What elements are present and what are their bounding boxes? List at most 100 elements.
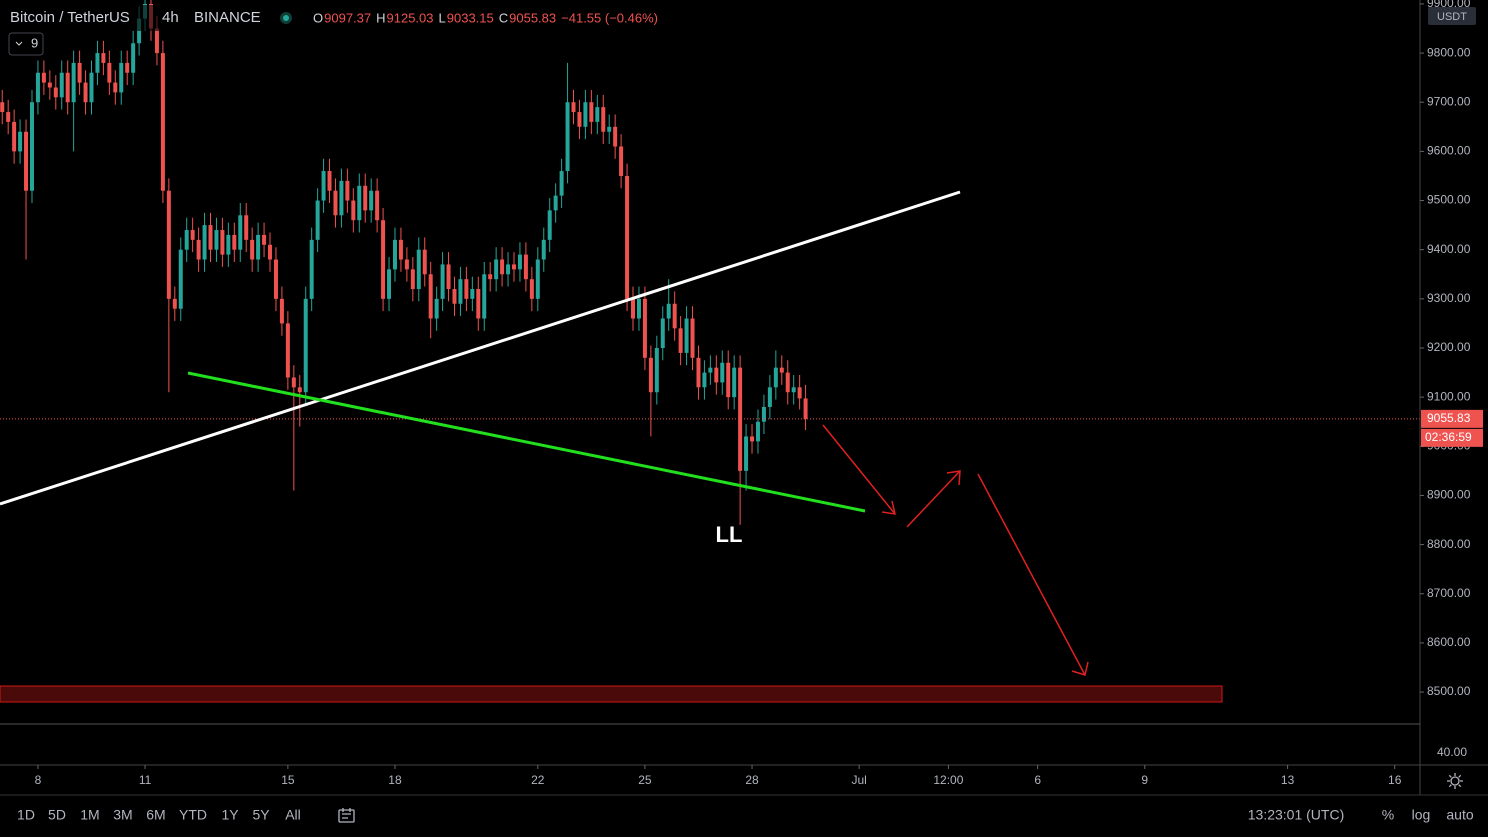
y-tick-label: 8600.00 <box>1427 635 1471 649</box>
candle-body <box>226 234 231 255</box>
candle-body <box>238 215 243 250</box>
candle-body <box>172 298 177 309</box>
candle-body <box>434 298 439 319</box>
range-button[interactable]: 5D <box>48 807 66 823</box>
candle-body <box>797 387 802 399</box>
trend-line <box>187 371 866 513</box>
ohlc-key: H <box>376 10 385 25</box>
candle-body <box>321 171 326 201</box>
candle-body <box>523 254 528 280</box>
candle-body <box>446 264 451 290</box>
candle-body <box>279 298 284 324</box>
candle-body <box>166 190 171 299</box>
candle-body <box>559 171 564 196</box>
candle-body <box>440 264 445 299</box>
candle-body <box>262 234 267 245</box>
y-tick-label: 9100.00 <box>1427 389 1471 403</box>
candle-body <box>404 259 409 270</box>
candle-body <box>101 53 106 63</box>
clock: 13:23:01 (UTC) <box>1248 807 1344 823</box>
last-price-badge <box>1421 409 1483 428</box>
candle-body <box>89 72 94 103</box>
candle-body <box>482 274 487 319</box>
arrow <box>822 424 896 515</box>
candle-body <box>744 436 749 471</box>
x-tick-label: 25 <box>638 773 652 787</box>
candle-body <box>220 230 225 255</box>
candle-body <box>648 357 653 393</box>
candle-body <box>190 230 195 240</box>
candle-body <box>387 269 392 299</box>
candle-body <box>160 53 165 191</box>
candle-body <box>506 264 511 275</box>
candle-body <box>107 62 112 83</box>
candle-body <box>392 239 397 270</box>
scale-option[interactable]: log <box>1412 807 1431 823</box>
candle-body <box>6 112 11 122</box>
ohlc-value: 9097.37 <box>324 10 371 25</box>
range-button[interactable]: YTD <box>179 807 207 823</box>
candle-body <box>357 185 362 221</box>
range-button[interactable]: 1D <box>17 807 35 823</box>
candle-body <box>327 171 332 191</box>
y-tick-label: 8700.00 <box>1427 586 1471 600</box>
candle-body <box>18 131 23 152</box>
candle-body <box>660 318 665 348</box>
toolbar: 1D 5D 1M 3M 6M YTD 1Y 5Y All 13:23:01 (UTC)% log au… <box>17 807 1474 823</box>
range-button[interactable]: 6M <box>146 807 165 823</box>
candle-body <box>571 102 576 113</box>
scale-option[interactable]: % <box>1382 807 1394 823</box>
icon-part <box>342 808 351 819</box>
date-range-icon[interactable] <box>338 808 355 823</box>
candle-body <box>625 175 630 299</box>
support-zone <box>0 685 1223 703</box>
candle-body <box>285 323 290 378</box>
candle-body <box>464 279 469 299</box>
candle-body <box>636 298 641 319</box>
candle-body <box>613 126 618 147</box>
candle-body <box>500 259 505 275</box>
candle-body <box>268 244 273 260</box>
settings-icon[interactable] <box>1447 773 1463 789</box>
x-tick-label: 18 <box>388 773 402 787</box>
candle-body <box>178 249 183 309</box>
candle-body <box>553 195 558 211</box>
candle-body <box>410 269 415 290</box>
countdown-badge <box>1421 428 1483 447</box>
candle-body <box>273 259 278 299</box>
ohlc-key: C <box>499 10 508 25</box>
range-button[interactable]: All <box>285 807 301 823</box>
range-button[interactable]: 1Y <box>221 807 239 823</box>
candle-body <box>256 234 261 260</box>
candle-body <box>202 225 207 260</box>
range-button[interactable]: 5Y <box>252 807 270 823</box>
candle-body <box>529 279 534 299</box>
countdown: 02:36:59 <box>1425 430 1472 444</box>
indicator-toggle[interactable] <box>8 32 44 56</box>
y-tick-label: 9500.00 <box>1427 193 1471 207</box>
candle-body <box>214 230 219 250</box>
ohlc-value: 9033.15 <box>447 10 494 25</box>
candle-body <box>29 102 34 191</box>
y-tick-label: 8900.00 <box>1427 488 1471 502</box>
ohlc-legend: O 9097.37 H 9125.03 L 9033.15 C 9055.83 −41.55 (… <box>313 10 658 25</box>
symbol: Bitcoin / TetherUS <box>10 9 130 26</box>
candle-body <box>250 239 255 260</box>
range-button[interactable]: 1M <box>80 807 99 823</box>
x-tick-label: 15 <box>281 773 295 787</box>
candle-body <box>208 225 213 250</box>
candle-body <box>642 298 647 358</box>
candle-body <box>619 146 624 176</box>
scale-option[interactable]: auto <box>1446 807 1473 823</box>
candle-body <box>398 239 403 260</box>
candle-body <box>511 264 516 270</box>
candle-body <box>595 107 600 122</box>
candle-body <box>184 230 189 250</box>
candle-body <box>381 220 386 299</box>
ohlc-key: L <box>439 10 446 25</box>
candle-body <box>458 279 463 304</box>
x-tick-label: 12:00 <box>933 773 963 787</box>
candle-body <box>65 72 70 103</box>
range-button[interactable]: 3M <box>113 807 132 823</box>
